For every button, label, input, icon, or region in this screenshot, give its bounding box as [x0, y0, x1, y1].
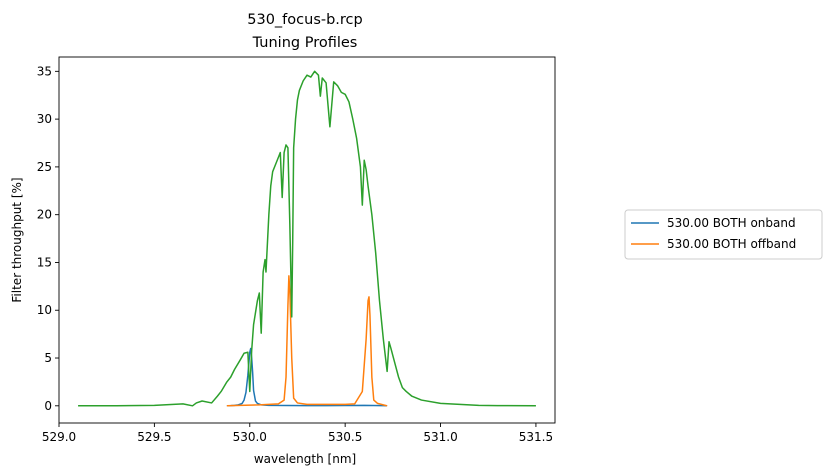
x-tick-label: 530.0: [233, 430, 267, 444]
series-line-1: [226, 275, 388, 407]
y-tick-label: 20: [37, 208, 52, 222]
y-tick-label: 0: [44, 399, 52, 413]
x-tick-label: 531.0: [423, 430, 457, 444]
chart-title: 530_focus-b.rcp: [247, 12, 362, 28]
x-tick-label: 530.5: [328, 430, 362, 444]
y-tick-label: 5: [44, 351, 52, 365]
legend-label-onband: 530.00 BOTH onband: [667, 216, 796, 230]
y-tick-label: 35: [37, 64, 52, 78]
plot-frame: [58, 56, 556, 424]
series-layer: [78, 70, 536, 407]
legend: 530.00 BOTH onband 530.00 BOTH offband: [624, 209, 823, 260]
y-axis-ticks: 0 5 10 15 20 25 30 35: [37, 64, 59, 413]
y-tick-label: 30: [37, 112, 52, 126]
legend-label-offband: 530.00 BOTH offband: [667, 237, 796, 251]
x-tick-label: 529.5: [137, 430, 171, 444]
x-axis-title: wavelength [nm]: [254, 452, 356, 466]
y-tick-label: 25: [37, 160, 52, 174]
y-tick-label: 15: [37, 255, 52, 269]
x-tick-label: 531.5: [519, 430, 553, 444]
x-axis-ticks: 529.0 529.5 530.0 530.5 531.0 531.5: [42, 423, 553, 444]
x-tick-label: 529.0: [42, 430, 76, 444]
series-line-0: [226, 347, 388, 407]
y-tick-label: 10: [37, 303, 52, 317]
series-line-2: [78, 70, 536, 407]
y-axis-title: Filter throughput [%]: [10, 177, 24, 302]
legend-frame: [624, 209, 823, 260]
chart-subtitle: Tuning Profiles: [252, 35, 358, 51]
